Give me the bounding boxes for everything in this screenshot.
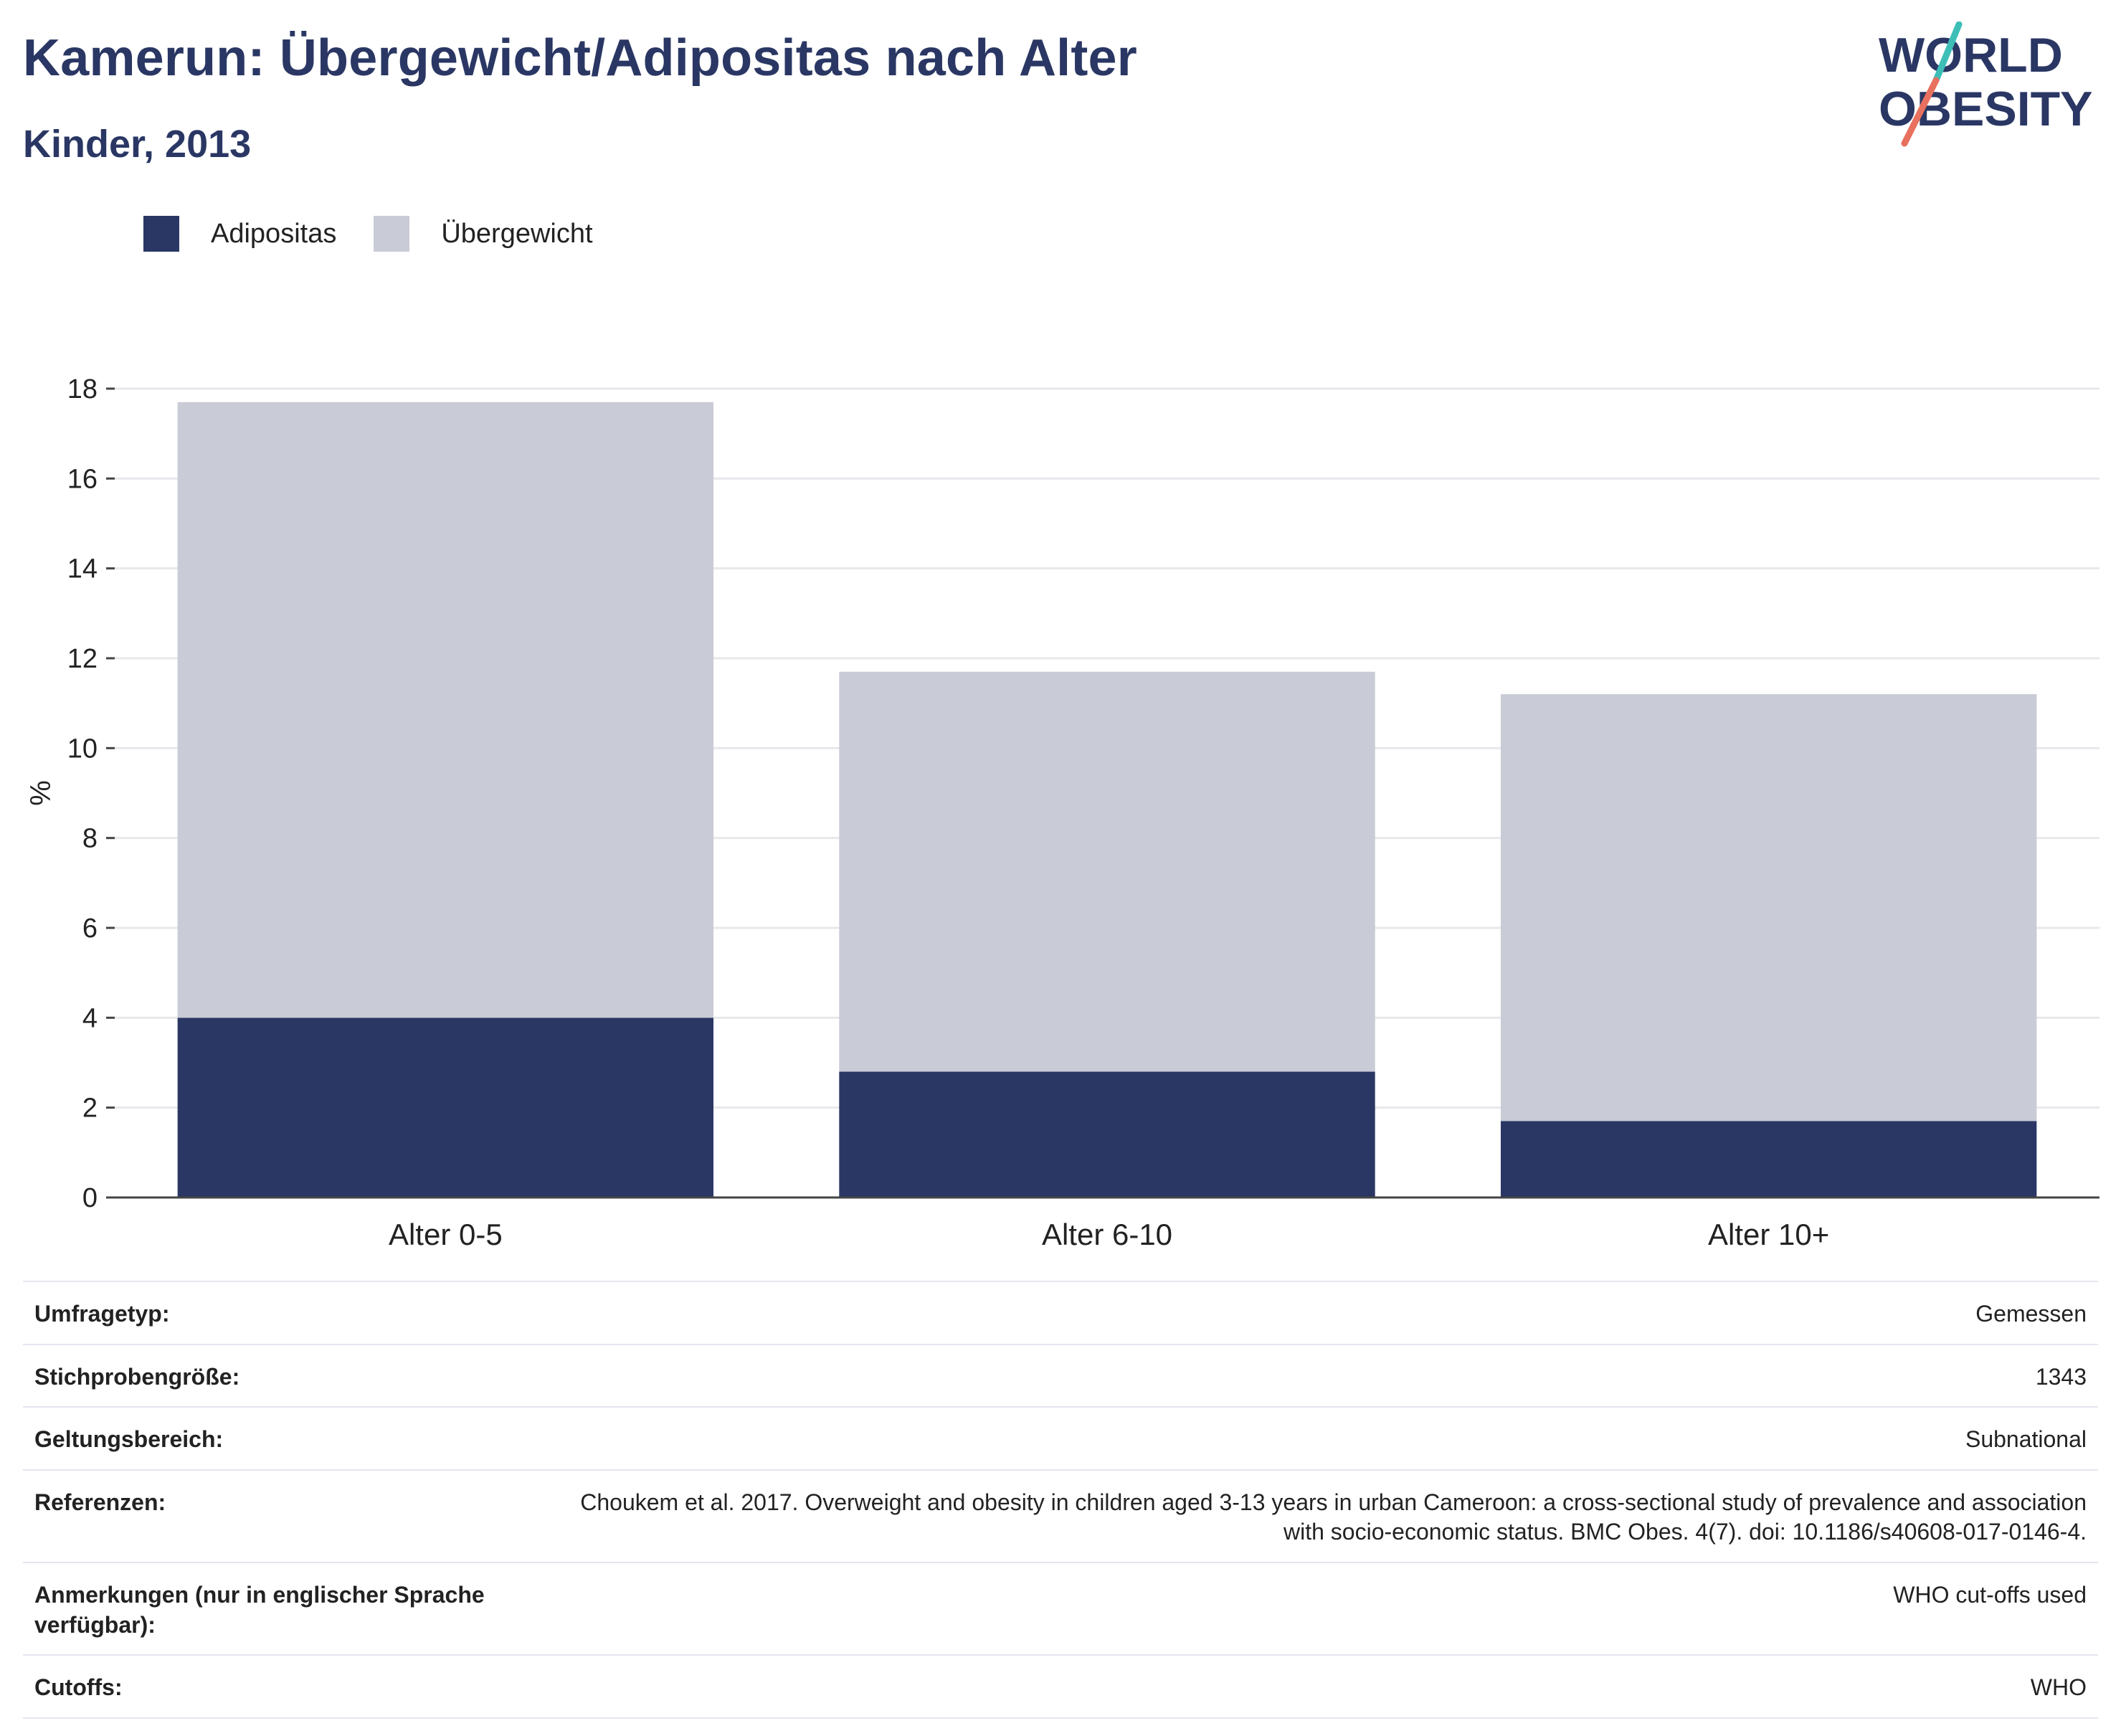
y-tick-label: 16 bbox=[67, 464, 98, 494]
legend-item-adipositas[interactable]: Adipositas bbox=[143, 216, 336, 252]
info-label: Umfragetyp: bbox=[23, 1281, 541, 1344]
info-label: Anmerkungen (nur in englischer Sprache v… bbox=[23, 1561, 541, 1656]
y-tick-label: 10 bbox=[67, 734, 98, 764]
info-label: Stichprobengröße: bbox=[23, 1343, 541, 1408]
bar-uebergewicht bbox=[1500, 694, 2037, 1121]
info-value: WHO cut-offs used bbox=[541, 1561, 2098, 1656]
info-row: Referenzen: Choukem et al. 2017. Overweig… bbox=[23, 1469, 2098, 1562]
y-axis-label: % bbox=[25, 780, 57, 806]
info-value: Gemessen bbox=[541, 1281, 2098, 1344]
legend-item-uebergewicht[interactable]: Übergewicht bbox=[374, 216, 593, 252]
legend-label-adipositas: Adipositas bbox=[211, 218, 337, 249]
info-row: Geltungsbereich: Subnational bbox=[23, 1406, 2098, 1470]
info-row: Cutoffs: WHO bbox=[23, 1654, 2098, 1719]
y-tick-label: 6 bbox=[82, 914, 98, 944]
info-value: 1343 bbox=[541, 1343, 2098, 1408]
legend-swatch-adipositas bbox=[143, 216, 179, 252]
world-obesity-logo: WORLD OBESITY bbox=[1879, 22, 2093, 147]
bar-adipositas bbox=[1500, 1121, 2037, 1197]
info-value: Subnational bbox=[541, 1406, 2098, 1470]
chart-legend: Adipositas Übergewicht bbox=[143, 212, 593, 255]
info-row: Umfragetyp: Gemessen bbox=[23, 1281, 2098, 1344]
info-label: Referenzen: bbox=[23, 1469, 541, 1562]
legend-swatch-uebergewicht bbox=[374, 216, 410, 252]
x-tick-label: Alter 10+ bbox=[1708, 1218, 1829, 1251]
info-table: Umfragetyp: Gemessen Stichprobengröße: 1343… bbox=[23, 1281, 2098, 1719]
legend-label-uebergewicht: Übergewicht bbox=[441, 218, 593, 249]
bar-adipositas bbox=[177, 1018, 714, 1197]
y-tick-label: 0 bbox=[82, 1183, 98, 1213]
logo-slash-teal bbox=[1932, 22, 1963, 84]
info-value: Choukem et al. 2017. Overweight and obes… bbox=[541, 1469, 2098, 1562]
info-label: Cutoffs: bbox=[23, 1654, 541, 1719]
info-value: WHO bbox=[541, 1654, 2098, 1719]
y-tick-label: 2 bbox=[82, 1094, 98, 1124]
bar-adipositas bbox=[839, 1071, 1375, 1197]
info-row: Stichprobengröße: 1343 bbox=[23, 1343, 2098, 1408]
stacked-bar-chart: 0 2 4 6 8 10 12 14 16 18% Alter 0-5 Alter 6-10 Alter… bbox=[25, 374, 2099, 1251]
y-tick-label: 4 bbox=[82, 1003, 98, 1033]
logo-line1: WORLD bbox=[1879, 28, 2063, 82]
info-label: Geltungsbereich: bbox=[23, 1406, 541, 1470]
logo-slash-coral bbox=[1901, 77, 1940, 147]
y-tick-label: 14 bbox=[67, 554, 98, 584]
chart-title: Kamerun: Übergewicht/Adipositas nach Alt… bbox=[23, 29, 1138, 87]
x-tick-label: Alter 6-10 bbox=[1042, 1218, 1172, 1251]
chart-subtitle: Kinder, 2013 bbox=[23, 123, 252, 166]
y-tick-label: 18 bbox=[67, 374, 98, 404]
bar-uebergewicht bbox=[177, 402, 714, 1018]
y-tick-label: 8 bbox=[82, 824, 98, 854]
info-row: Anmerkungen (nur in englischer Sprache v… bbox=[23, 1561, 2098, 1656]
bar-uebergewicht bbox=[839, 671, 1375, 1072]
x-tick-label: Alter 0-5 bbox=[389, 1218, 503, 1251]
y-tick-label: 12 bbox=[67, 644, 98, 674]
